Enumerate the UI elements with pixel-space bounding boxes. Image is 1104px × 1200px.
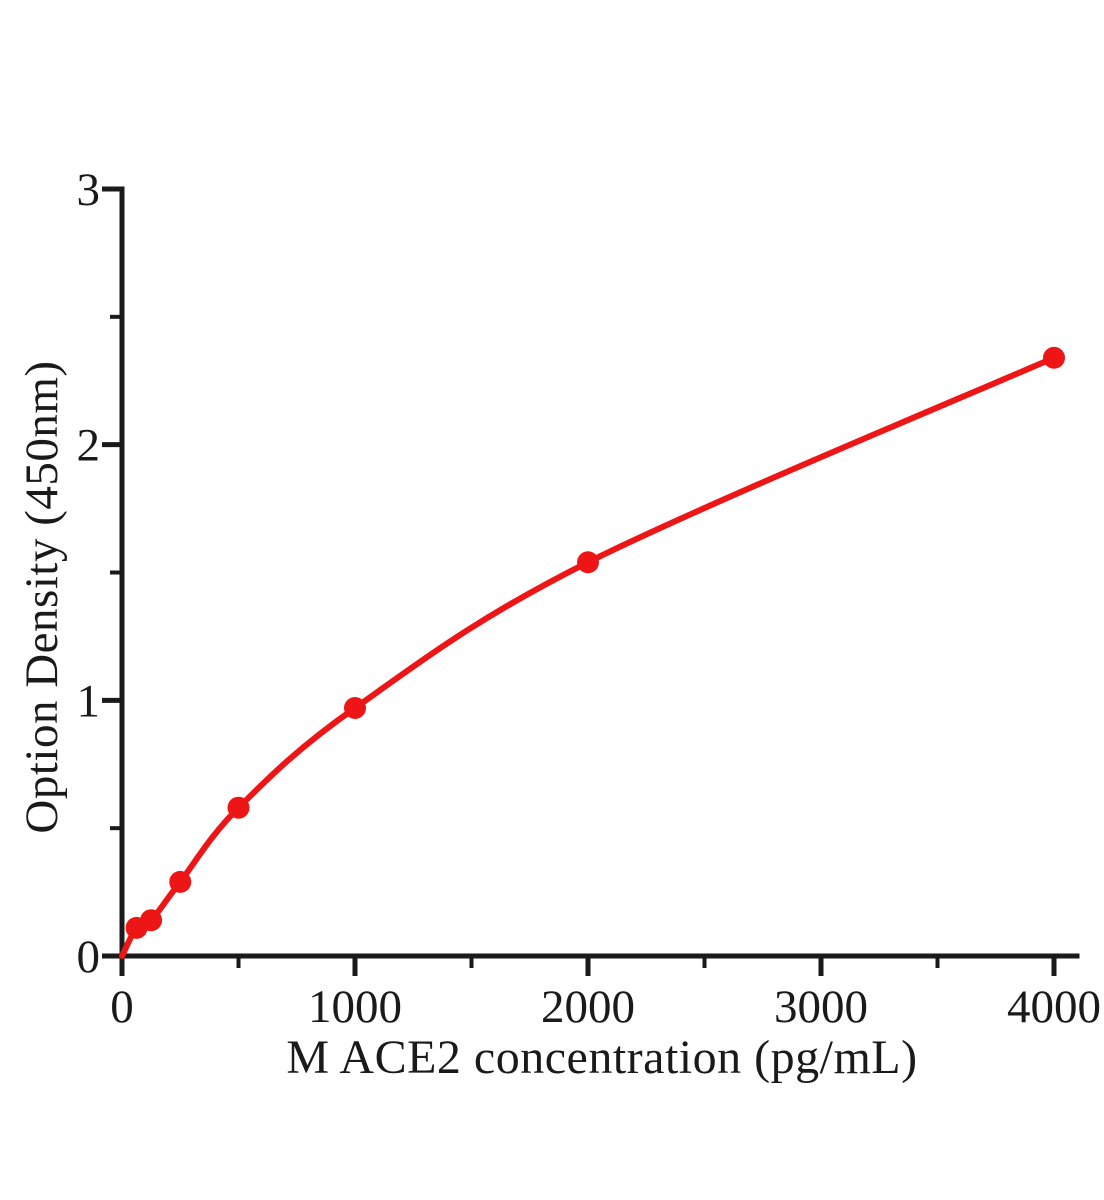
x-tick-label: 2000 [541, 981, 635, 1033]
x-axis-title: M ACE2 concentration (pg/mL) [286, 1031, 918, 1084]
data-point [577, 551, 599, 574]
x-tick-label: 3000 [774, 981, 868, 1033]
y-tick-label: 2 [77, 420, 101, 472]
data-point [140, 909, 163, 932]
y-tick-label: 1 [77, 675, 101, 727]
y-axis-title: Option Density (450nm) [16, 360, 68, 834]
y-tick-label: 3 [77, 164, 101, 216]
standard-curve-line [119, 354, 1057, 959]
x-tick-label: 0 [110, 981, 134, 1033]
data-point [1043, 346, 1065, 369]
data-point [344, 697, 366, 720]
x-tick-label: 1000 [308, 981, 402, 1033]
axis-lines [119, 186, 1080, 959]
y-tick-label: 0 [77, 931, 101, 983]
x-tick-label: 4000 [1007, 981, 1101, 1033]
data-point [169, 870, 192, 893]
data-point [227, 796, 250, 819]
